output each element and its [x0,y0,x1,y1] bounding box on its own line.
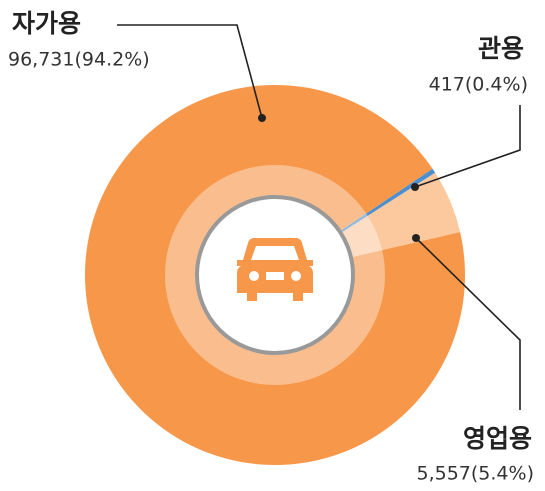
leader-dot [411,183,419,191]
leader-line [415,237,521,410]
label-name: 영업용 [463,424,532,453]
value-label: 417(0.4%) [429,74,528,96]
leader-dot [258,114,266,122]
leader-line [117,24,263,119]
label-name: 관용 [478,34,524,63]
value-label: 96,731(94.2%) [8,49,150,71]
leader-line [414,105,521,188]
leader-dot [412,234,420,242]
value-label: 5,557(5.4%) [417,463,535,485]
label-name: 자가용 [12,9,81,38]
car-icon [236,237,314,301]
